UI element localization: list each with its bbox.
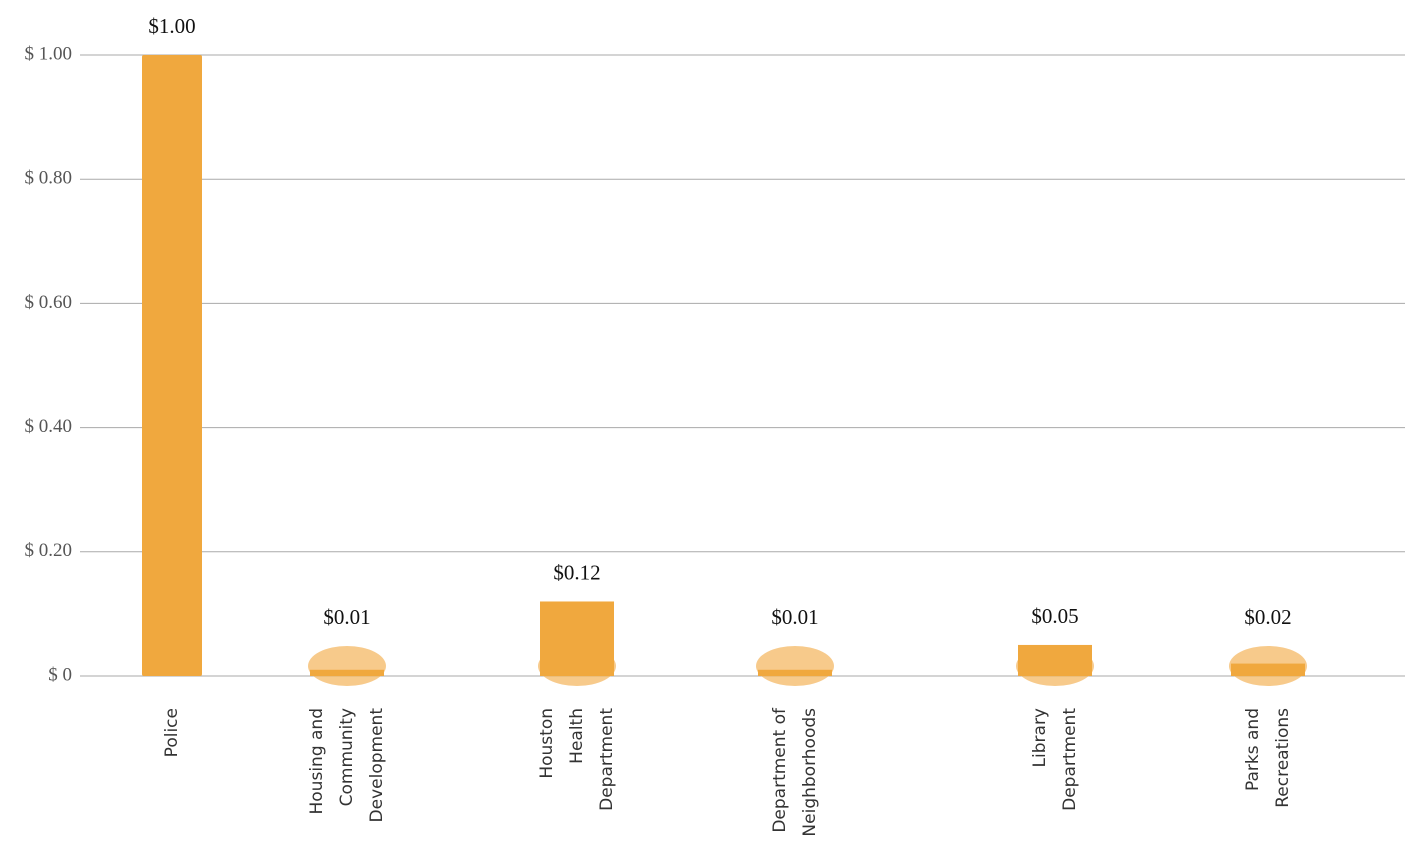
value-label: $0.05 bbox=[1031, 604, 1078, 628]
x-tick-label-line: Development bbox=[367, 708, 387, 823]
x-tick-label-line: Neighborhoods bbox=[800, 708, 820, 837]
x-tick-label-line: Library bbox=[1030, 708, 1050, 767]
value-label: $0.01 bbox=[323, 605, 370, 629]
x-tick-label: Library Department bbox=[1030, 708, 1080, 811]
y-tick-label: $ 0.20 bbox=[25, 540, 73, 561]
y-tick-label: $ 0.80 bbox=[25, 168, 73, 189]
bar bbox=[1018, 644, 1092, 676]
x-tick-label-line: Department bbox=[1060, 708, 1080, 811]
y-tick-label: $ 1.00 bbox=[25, 43, 73, 64]
y-tick-label: $ 0.40 bbox=[25, 416, 73, 437]
y-tick-label: $ 0 bbox=[48, 664, 72, 685]
bar bbox=[758, 669, 832, 676]
x-tick-label-line: Houston bbox=[537, 708, 557, 779]
coin-decoration bbox=[756, 646, 834, 686]
x-tick-label: Housing and Community Development bbox=[307, 708, 387, 823]
value-label: $0.02 bbox=[1244, 605, 1291, 629]
x-tick-label: Department of Neighborhoods bbox=[770, 707, 820, 837]
x-tick-label-line: Department bbox=[597, 708, 617, 811]
x-tick-label: Houston Health Department bbox=[537, 708, 617, 811]
value-label: $1.00 bbox=[148, 14, 195, 38]
x-tick-label-line: Recreations bbox=[1273, 708, 1293, 808]
x-tick-label-line: Community bbox=[337, 708, 357, 806]
y-tick-label: $ 0.60 bbox=[25, 292, 73, 313]
x-tick-label-line: Health bbox=[567, 708, 587, 764]
x-tick-label: Parks and Recreations bbox=[1243, 708, 1293, 808]
bar bbox=[1231, 663, 1305, 676]
value-label: $0.12 bbox=[553, 560, 600, 584]
bar bbox=[540, 601, 614, 676]
x-tick-label-line: Police bbox=[162, 708, 182, 757]
x-tick-label: Police bbox=[162, 708, 182, 757]
value-label: $0.01 bbox=[771, 605, 818, 629]
bar bbox=[310, 669, 384, 676]
bar bbox=[142, 55, 202, 676]
x-tick-label-line: Department of bbox=[770, 707, 790, 833]
x-tick-label-line: Parks and bbox=[1243, 708, 1263, 791]
x-tick-label-line: Housing and bbox=[307, 708, 327, 815]
coin-decoration bbox=[308, 646, 386, 686]
